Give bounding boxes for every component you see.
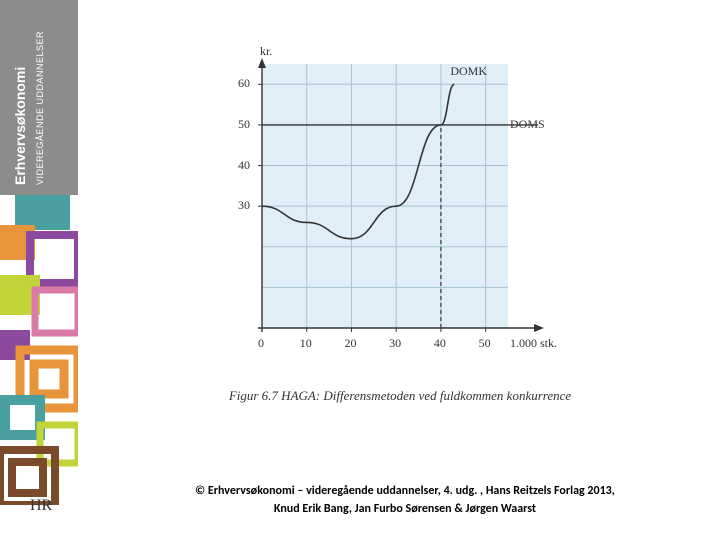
sidebar-column: Erhvervsøkonomi VIDEREGÅENDE UDDANNELSER… <box>0 0 78 540</box>
footer-line-1: © Erhvervsøkonomi – videregående uddanne… <box>195 484 615 498</box>
chart-container: 0102030405030405060kr.1.000 stk.DOMKDOMS <box>220 40 580 370</box>
main-content: 0102030405030405060kr.1.000 stk.DOMKDOMS… <box>120 40 680 404</box>
sidebar-title-block: Erhvervsøkonomi VIDEREGÅENDE UDDANNELSER <box>12 31 48 185</box>
copyright-footer: © Erhvervsøkonomi – videregående uddanne… <box>110 482 700 518</box>
sidebar-subtitle: VIDEREGÅENDE UDDANNELSER <box>35 31 45 185</box>
deco-pattern-icon <box>0 195 78 505</box>
sidebar-decoration <box>0 195 78 505</box>
sidebar-header: Erhvervsøkonomi VIDEREGÅENDE UDDANNELSER <box>0 0 78 195</box>
figure-caption: Figur 6.7 HAGA: Differensmetoden ved ful… <box>120 388 680 404</box>
publisher-logo: HR <box>30 497 52 515</box>
sidebar-title: Erhvervsøkonomi <box>12 67 28 185</box>
footer-line-2: Knud Erik Bang, Jan Furbo Sørensen & Jør… <box>274 502 536 516</box>
chart-plot-icon <box>220 40 580 370</box>
